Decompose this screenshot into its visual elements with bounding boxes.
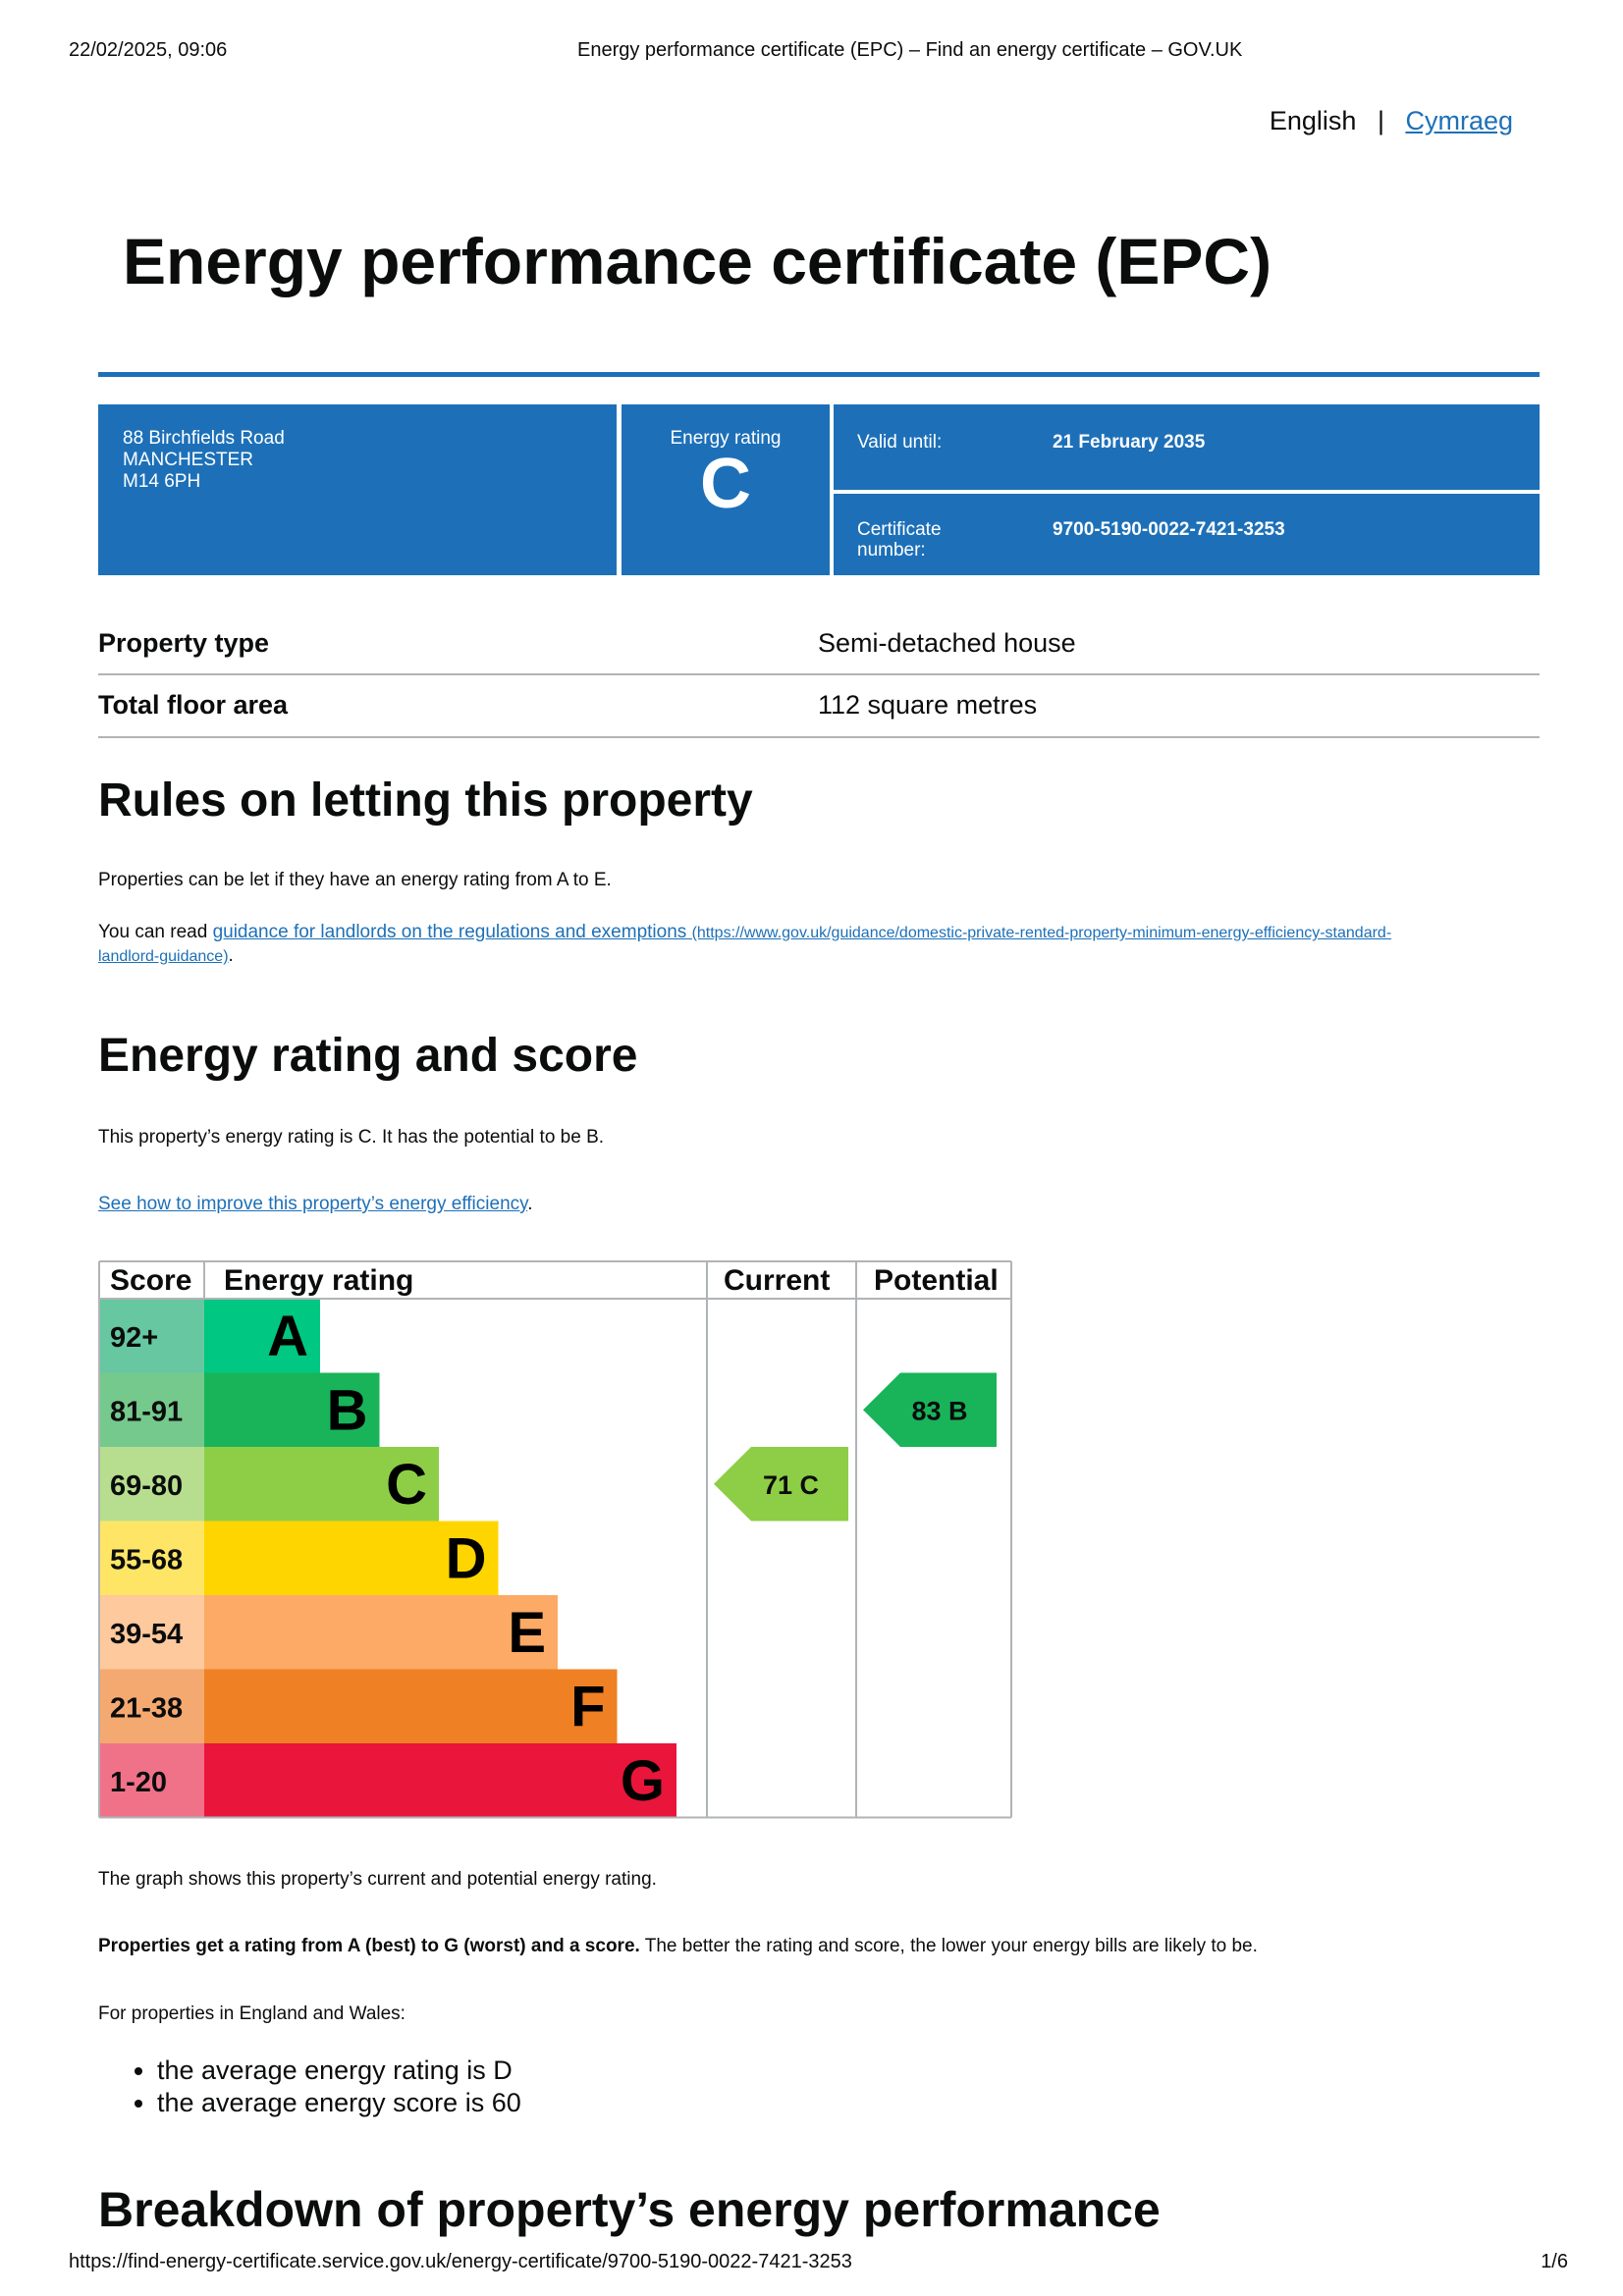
certificate-number: 9700-5190-0022-7421-3253 bbox=[1053, 519, 1285, 540]
chart-header: Score bbox=[110, 1264, 191, 1297]
floor-area-label: Total floor area bbox=[98, 690, 289, 720]
valid-label: Valid until: bbox=[857, 432, 943, 453]
rating-bar-E bbox=[204, 1595, 558, 1670]
rating-label: Energy rating bbox=[670, 428, 782, 449]
rating-box: Energy rating C bbox=[622, 404, 830, 575]
language-separator: | bbox=[1377, 106, 1384, 135]
chart-header: Energy rating bbox=[224, 1264, 413, 1297]
score-label: 81-91 bbox=[110, 1396, 183, 1427]
floor-area-value: 112 square metres bbox=[818, 690, 1038, 720]
score-label: 39-54 bbox=[110, 1619, 183, 1650]
score-heading: Energy rating and score bbox=[98, 1030, 638, 1082]
score-band-D bbox=[99, 1521, 205, 1595]
score-band-E bbox=[99, 1595, 205, 1670]
rating-letter: C bbox=[700, 445, 751, 523]
score-label: 69-80 bbox=[110, 1470, 183, 1502]
landlord-guidance-link[interactable]: guidance for landlords on the regulation… bbox=[98, 922, 1392, 965]
rules-guidance: You can read guidance for landlords on t… bbox=[98, 922, 1392, 966]
graph-note: The graph shows this property’s current … bbox=[98, 1869, 657, 1890]
row-divider bbox=[98, 736, 1540, 738]
rating-bar-G bbox=[204, 1743, 676, 1818]
rating-letter: A bbox=[267, 1305, 308, 1368]
score-band-A bbox=[99, 1299, 205, 1373]
rating-letter: C bbox=[386, 1453, 427, 1517]
rating-bar-C bbox=[204, 1447, 439, 1522]
rating-explanation: Properties get a rating from A (best) to… bbox=[98, 1936, 1258, 1956]
language-cymraeg-link[interactable]: Cymraeg bbox=[1405, 106, 1513, 135]
rating-letter: D bbox=[446, 1526, 487, 1590]
list-item: the average energy score is 60 bbox=[157, 2087, 521, 2119]
valid-value: 21 February 2035 bbox=[1053, 432, 1206, 453]
rating-letter: B bbox=[327, 1378, 368, 1442]
certificate-box: Certificate number: 9700-5190-0022-7421-3… bbox=[834, 494, 1540, 575]
rating-bar-A bbox=[204, 1299, 320, 1373]
average-list: the average energy rating is D the avera… bbox=[98, 2055, 521, 2119]
score-label: 92+ bbox=[110, 1322, 158, 1354]
property-type-label: Property type bbox=[98, 628, 270, 658]
print-datetime: 22/02/2025, 09:06 bbox=[69, 39, 228, 61]
language-switcher: English | Cymraeg bbox=[1270, 106, 1513, 136]
potential-rating-label: 83 B bbox=[911, 1396, 967, 1425]
rating-bar-B bbox=[204, 1372, 380, 1447]
valid-box: Valid until: 21 February 2035 bbox=[834, 404, 1540, 490]
score-band-G bbox=[99, 1743, 205, 1818]
improve-efficiency-link[interactable]: See how to improve this property’s energ… bbox=[98, 1194, 528, 1214]
list-item: the average energy rating is D bbox=[157, 2055, 521, 2087]
score-label: 55-68 bbox=[110, 1544, 183, 1575]
score-text: This property’s energy rating is C. It h… bbox=[98, 1127, 605, 1148]
rating-bar-F bbox=[204, 1669, 618, 1743]
address-line: MANCHESTER bbox=[123, 450, 254, 470]
average-intro: For properties in England and Wales: bbox=[98, 2003, 406, 2024]
rating-letter: E bbox=[508, 1601, 546, 1665]
score-label: 21-38 bbox=[110, 1692, 183, 1724]
certificate-label: Certificate number: bbox=[857, 519, 942, 561]
address-line: 88 Birchfields Road bbox=[123, 428, 285, 449]
address: 88 Birchfields Road MANCHESTER M14 6PH bbox=[123, 428, 285, 493]
current-rating-arrow bbox=[714, 1447, 848, 1522]
chart-header: Current bbox=[724, 1264, 830, 1297]
score-band-B bbox=[99, 1372, 205, 1447]
score-band-C bbox=[99, 1447, 205, 1522]
energy-rating-chart: Score Energy rating Current Potential 92+ A 81… bbox=[98, 1260, 1012, 1819]
page-title: Energy performance certificate (EPC) bbox=[123, 225, 1272, 297]
potential-rating-arrow bbox=[863, 1372, 997, 1447]
property-type-value: Semi-detached house bbox=[818, 628, 1076, 658]
address-line: M14 6PH bbox=[123, 471, 201, 492]
score-label: 1-20 bbox=[110, 1767, 167, 1798]
rules-heading: Rules on letting this property bbox=[98, 774, 753, 827]
print-page-number: 1/6 bbox=[1541, 2251, 1568, 2272]
rating-bar-D bbox=[204, 1521, 499, 1595]
language-current: English bbox=[1269, 106, 1357, 135]
address-box: 88 Birchfields Road MANCHESTER M14 6PH bbox=[98, 404, 617, 575]
improve-paragraph: See how to improve this property’s energ… bbox=[98, 1194, 533, 1214]
breakdown-heading: Breakdown of property’s energy performan… bbox=[98, 2182, 1161, 2237]
current-rating-label: 71 C bbox=[763, 1470, 819, 1500]
print-page-title: Energy performance certificate (EPC) – F… bbox=[577, 39, 1243, 61]
row-divider bbox=[98, 673, 1540, 675]
chart-header: Potential bbox=[874, 1264, 999, 1297]
print-url: https://find-energy-certificate.service.… bbox=[69, 2251, 852, 2272]
rating-letter: G bbox=[621, 1749, 665, 1813]
title-divider bbox=[98, 372, 1540, 377]
rules-text: Properties can be let if they have an en… bbox=[98, 870, 612, 890]
rating-letter: F bbox=[570, 1675, 605, 1738]
score-band-F bbox=[99, 1669, 205, 1743]
